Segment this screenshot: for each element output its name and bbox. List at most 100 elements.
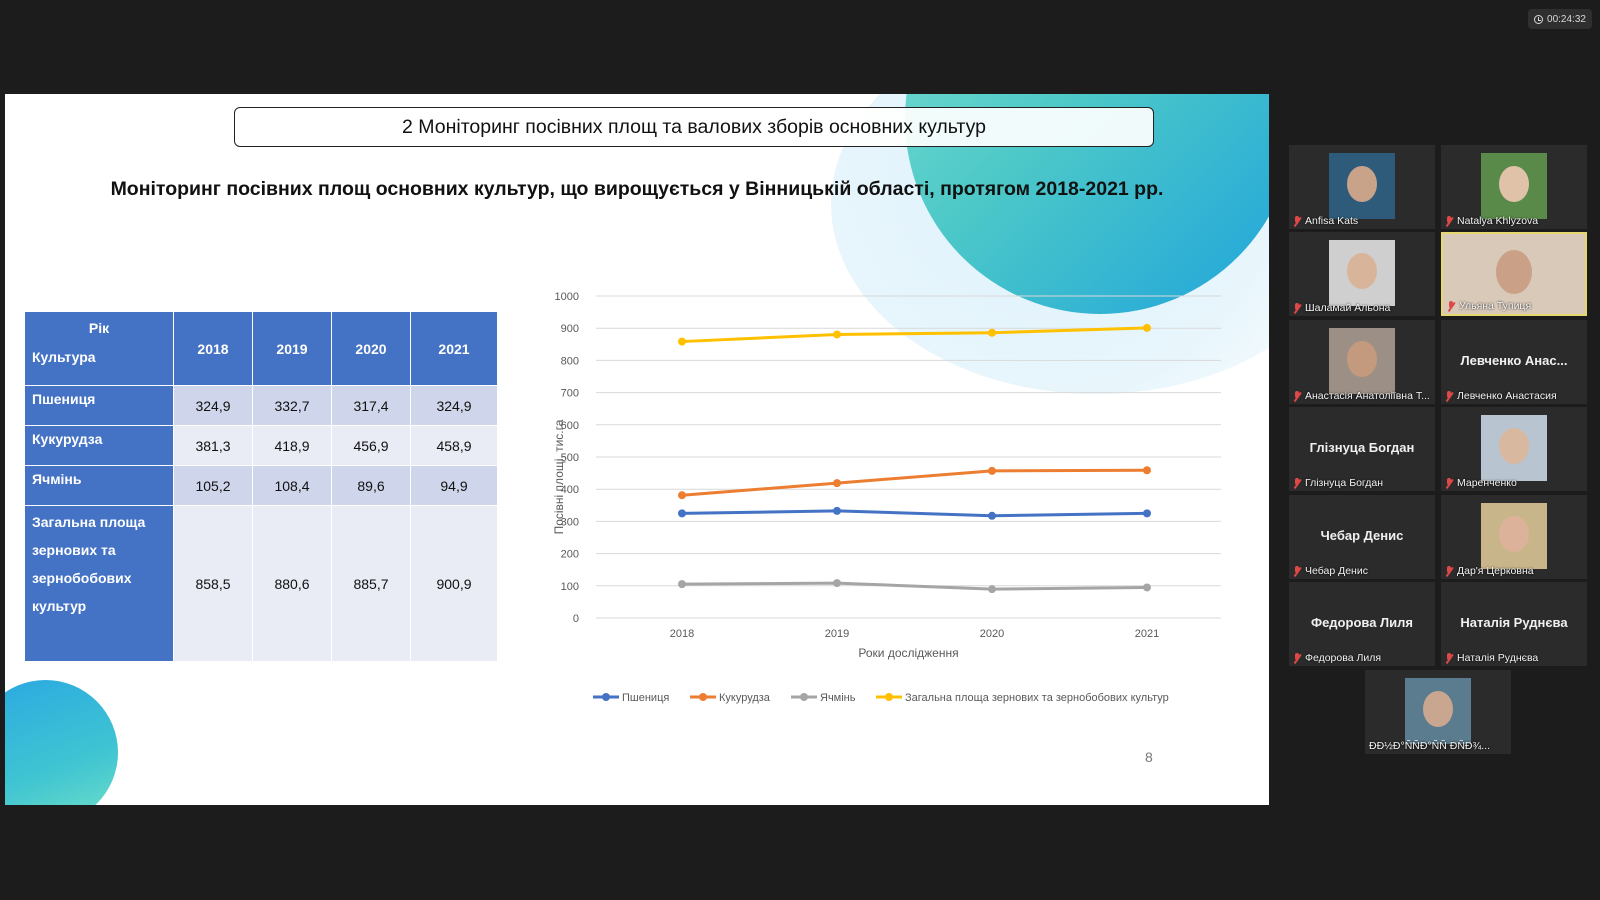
data-point [678,337,686,346]
legend-swatch-marker [800,693,808,701]
participant-display-name: Левченко Анас... [1460,353,1568,368]
participant-display-name: Глізнуца Богдан [1309,440,1415,455]
participant-face [1499,516,1529,553]
crop-area-line-chart: 0 100 200 300 400 500 600 700 800 900 1000 2018 2019… [552,291,1221,704]
series-line [680,581,1149,591]
data-point [678,509,686,518]
data-point [833,330,841,339]
participant-face [1347,166,1377,203]
table-row-label: Пшениця [25,386,173,425]
participant-name-bar: Левченко Анастасия [1445,390,1583,402]
participant-video [1329,240,1395,306]
participant-tile[interactable]: ÐÐ½Ð°ÑÑÐ°ÑÑ ÐÑÐ¾... [1365,670,1511,754]
participant-tile[interactable]: Маренченко [1441,407,1587,491]
participant-tile[interactable]: Natalya Khlyzova [1441,145,1587,229]
participant-name-bar: Чебар Денис [1293,565,1431,577]
table-cell: 418,9 [253,426,331,465]
y-tick-label: 300 [561,516,579,528]
data-point [833,479,841,488]
participant-tile[interactable]: Дар'я Церковна [1441,495,1587,579]
participant-name: Левченко Анастасия [1457,390,1557,402]
clock-icon [1534,14,1544,24]
data-point [1143,466,1151,475]
series-line [680,468,1149,497]
participant-name: Маренченко [1457,477,1517,489]
participant-tile[interactable]: Anfisa Kats [1289,145,1435,229]
participant-name: Глізнуца Богдан [1305,477,1384,489]
legend-swatch-marker [699,693,707,701]
mic-muted-icon [1293,302,1301,314]
y-tick-label: 400 [561,484,579,496]
x-tick-label: 2018 [670,628,694,640]
participant-name: Федорова Лиля [1305,652,1382,664]
participant-video [1481,153,1547,219]
data-point [1143,583,1151,592]
participant-tile[interactable]: Федорова Лиля Федорова Лиля [1289,582,1435,666]
table-cell: 317,4 [332,386,410,425]
table-corner-header: Рік Культура [25,312,173,385]
mic-muted-icon [1445,215,1453,227]
participant-name-bar: Маренченко [1445,477,1583,489]
legend-swatch-marker [602,693,610,701]
series-line [680,326,1149,344]
table-row-label: Загальна площа зернових та зернобобових … [25,506,173,661]
participant-tile[interactable]: Глізнуца Богдан Глізнуца Богдан [1289,407,1435,491]
x-tick-label: 2019 [825,628,849,640]
mic-muted-icon [1293,652,1301,664]
participant-name: Anfisa Kats [1305,215,1359,227]
x-tick-label: 2020 [980,628,1004,640]
participant-face [1499,428,1529,465]
participant-tile[interactable]: Ульяна Тупиця [1441,232,1587,316]
table-cell: 458,9 [411,426,497,465]
participant-name-bar: Наталія Руднєва [1445,652,1583,664]
table-year-header: 2020 [332,312,410,385]
participant-tile[interactable]: Левченко Анас... Левченко Анастасия [1441,320,1587,404]
participant-name-bar: Шаламай Альона [1293,302,1431,314]
legend-entry: Ячмінь [820,692,856,704]
meeting-timer: 00:24:32 [1528,9,1592,29]
y-tick-label: 600 [561,420,579,432]
mic-muted-icon [1293,390,1301,402]
table-year-header: 2021 [411,312,497,385]
data-point [678,491,686,500]
participant-name: Чебар Денис [1305,565,1368,577]
mic-muted-icon [1293,565,1301,577]
participant-name: Анастасія Анатоліївна Т... [1305,390,1430,402]
data-point [833,579,841,588]
table-row: Кукурудза 381,3 418,9 456,9 458,9 [25,426,497,465]
y-tick-label: 200 [561,549,579,561]
table-cell: 456,9 [332,426,410,465]
table-cell: 89,6 [332,466,410,505]
participant-name: Natalya Khlyzova [1457,215,1539,227]
participant-video [1329,328,1395,394]
participant-name: Дар'я Церковна [1457,565,1534,577]
participant-tile[interactable]: Наталія Руднєва Наталія Руднєва [1441,582,1587,666]
series-line [680,509,1149,518]
participant-name-bar: Анастасія Анатоліївна Т... [1293,390,1431,402]
data-point [988,328,996,337]
slide-page-number: 8 [1145,749,1153,765]
participant-tile[interactable]: Анастасія Анатоліївна Т... [1289,320,1435,404]
legend-entry: Загальна площа зернових та зернобобових … [905,692,1169,704]
participant-video [1405,678,1471,744]
mic-muted-icon [1445,565,1453,577]
slide-subtitle: Моніторинг посівних площ основних культу… [110,178,1164,200]
legend-entry: Кукурудза [719,692,771,704]
participant-tile[interactable]: Чебар Денис Чебар Денис [1289,495,1435,579]
participant-tile[interactable]: Шаламай Альона [1289,232,1435,316]
participant-display-name: Наталія Руднєва [1460,615,1568,630]
x-tick-label: 2021 [1135,628,1159,640]
y-tick-label: 0 [573,613,579,625]
table-corner-crop-label: Культура [32,349,96,365]
table-row-label: Кукурудза [25,426,173,465]
table-cell: 858,5 [174,506,252,661]
table-row: Ячмінь 105,2 108,4 89,6 94,9 [25,466,497,505]
table-corner-year-label: Рік [88,320,110,336]
participant-name-bar: Глізнуца Богдан [1293,477,1431,489]
table-year-header: 2018 [174,312,252,385]
table-row-label: Ячмінь [25,466,173,505]
participant-name-bar: Natalya Khlyzova [1445,215,1583,227]
mic-muted-icon [1445,390,1453,402]
table-cell: 324,9 [174,386,252,425]
